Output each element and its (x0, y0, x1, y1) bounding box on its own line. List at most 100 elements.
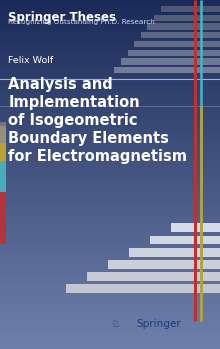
Bar (0, 285, 220, 288)
Bar (0, 127, 220, 129)
Bar (0, 259, 220, 262)
Bar (147, 23, 220, 30)
Bar (0, 308, 220, 311)
Bar (0, 113, 220, 115)
Bar (0, 183, 220, 185)
Bar (0, 263, 220, 265)
Bar (0, 214, 220, 216)
Bar (0, 347, 220, 349)
Text: Springer: Springer (136, 319, 181, 329)
Bar (0, 38, 220, 40)
Bar (0, 254, 220, 257)
Bar (0, 343, 220, 346)
Bar (0, 186, 220, 188)
Bar (0, 190, 220, 192)
Bar (0, 25, 220, 28)
Bar (0, 5, 220, 7)
Bar (0, 92, 220, 94)
Bar (154, 15, 220, 21)
Bar (0, 129, 6, 192)
Bar (0, 104, 220, 106)
Text: Recognizing Outstanding Ph.D. Research: Recognizing Outstanding Ph.D. Research (8, 19, 155, 25)
Bar (0, 184, 220, 187)
Bar (0, 36, 220, 38)
Bar (0, 69, 220, 72)
Bar (0, 66, 220, 68)
Bar (0, 24, 220, 26)
Bar (0, 209, 220, 211)
Bar (0, 273, 220, 276)
Bar (0, 1, 220, 3)
Bar (0, 74, 220, 77)
Bar (0, 331, 220, 333)
Bar (0, 34, 220, 37)
Bar (0, 303, 220, 305)
Bar (0, 306, 220, 309)
Bar (0, 71, 220, 73)
Bar (0, 64, 220, 66)
Bar (0, 142, 220, 145)
Bar (134, 41, 220, 47)
Bar (0, 219, 220, 222)
Bar (0, 107, 220, 110)
Bar (0, 181, 220, 183)
Bar (0, 275, 220, 277)
Bar (0, 251, 220, 253)
Bar (0, 114, 220, 117)
Bar (0, 123, 220, 126)
Bar (0, 221, 220, 223)
Bar (0, 87, 220, 89)
Bar (0, 169, 220, 171)
Bar (0, 76, 220, 79)
Bar (0, 12, 220, 14)
Bar (0, 126, 6, 161)
Bar (0, 291, 220, 293)
Bar (0, 52, 220, 54)
Bar (0, 172, 220, 174)
Bar (0, 128, 220, 131)
Bar (0, 224, 220, 227)
Bar (0, 336, 220, 339)
Bar (0, 195, 220, 197)
Bar (0, 322, 220, 325)
Bar (0, 247, 220, 250)
Bar (0, 272, 220, 274)
Bar (0, 202, 220, 204)
Bar (0, 235, 220, 237)
Bar (0, 80, 220, 82)
Bar (0, 242, 220, 244)
Bar (0, 315, 220, 318)
Bar (0, 111, 220, 113)
Bar (0, 59, 220, 61)
Bar (0, 94, 220, 96)
Bar (0, 43, 220, 45)
Bar (0, 240, 220, 243)
Bar (0, 205, 220, 208)
Bar (0, 237, 220, 239)
Bar (0, 212, 220, 215)
Bar (0, 226, 220, 229)
Bar (0, 135, 220, 138)
Bar (0, 17, 220, 19)
Bar (129, 248, 220, 257)
Bar (0, 292, 220, 295)
Bar (0, 122, 6, 143)
Bar (0, 132, 220, 134)
Bar (0, 67, 220, 70)
Bar (0, 45, 220, 47)
Bar (121, 58, 220, 65)
Bar (0, 289, 220, 291)
Bar (0, 139, 220, 141)
Bar (0, 41, 220, 44)
Bar (0, 345, 220, 347)
Bar (0, 53, 220, 56)
Bar (0, 277, 220, 279)
Bar (114, 67, 220, 73)
Bar (0, 83, 220, 86)
Bar (0, 231, 220, 234)
Bar (0, 196, 220, 199)
Bar (0, 207, 220, 209)
Bar (0, 258, 220, 260)
Bar (0, 333, 220, 335)
Bar (0, 256, 220, 258)
